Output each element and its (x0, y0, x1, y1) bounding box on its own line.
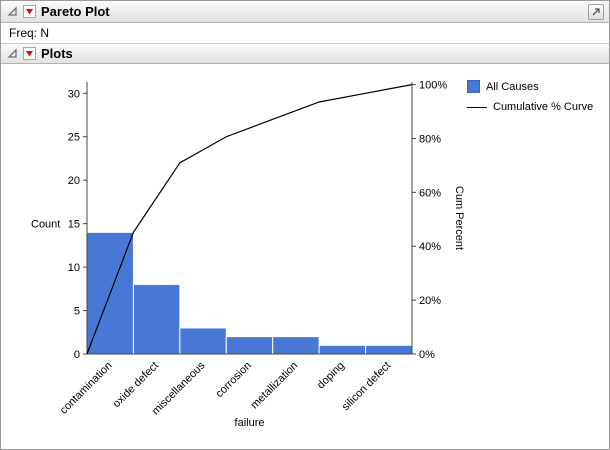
svg-text:metallization: metallization (249, 360, 301, 412)
svg-text:20%: 20% (419, 295, 441, 307)
red-triangle-menu-icon[interactable] (23, 5, 36, 18)
svg-text:10: 10 (68, 262, 80, 274)
svg-text:80%: 80% (419, 133, 441, 145)
svg-text:0%: 0% (419, 349, 435, 361)
svg-text:doping: doping (315, 360, 347, 392)
svg-text:100%: 100% (419, 80, 447, 92)
svg-text:oxide defect: oxide defect (111, 360, 161, 410)
undock-arrow-icon (592, 8, 600, 16)
svg-text:15: 15 (68, 219, 80, 231)
svg-text:contamination: contamination (58, 360, 115, 417)
legend-line-swatch-icon (467, 106, 487, 108)
legend-item-all-causes[interactable]: All Causes (467, 80, 593, 93)
svg-text:25: 25 (68, 132, 80, 144)
svg-text:60%: 60% (419, 187, 441, 199)
svg-text:Count: Count (31, 219, 60, 231)
legend-item-cumulative-curve[interactable]: Cumulative % Curve (467, 101, 593, 113)
svg-text:40%: 40% (419, 241, 441, 253)
svg-text:silicon defect: silicon defect (340, 360, 393, 413)
plots-section-title: Plots (41, 46, 73, 61)
svg-text:failure: failure (235, 417, 265, 429)
svg-text:30: 30 (68, 88, 80, 100)
svg-text:corrosion: corrosion (213, 360, 253, 400)
report-title: Pareto Plot (41, 4, 110, 19)
legend: All Causes Cumulative % Curve (467, 80, 593, 121)
chart-panel: 0 5 10 15 20 25 30 0% 20% 40% 60% 80% 100% contaminat… (1, 64, 609, 450)
disclosure-open-icon[interactable] (7, 48, 18, 59)
plots-header: Plots (1, 43, 609, 64)
disclosure-open-icon[interactable] (7, 6, 18, 17)
legend-label-cumulative-curve: Cumulative % Curve (493, 101, 594, 113)
pareto-chart[interactable]: 0 5 10 15 20 25 30 0% 20% 40% 60% 80% 100% contaminat… (27, 70, 487, 450)
freq-label: Freq: N (1, 23, 609, 43)
pareto-plot-header: Pareto Plot (1, 1, 609, 23)
legend-bar-swatch-icon (467, 80, 480, 93)
svg-text:0: 0 (74, 349, 80, 361)
svg-text:Cum Percent: Cum Percent (453, 186, 465, 250)
legend-label-all-causes: All Causes (486, 80, 539, 93)
svg-text:5: 5 (74, 306, 80, 318)
red-triangle-menu-icon[interactable] (23, 47, 36, 60)
svg-text:20: 20 (68, 175, 80, 187)
window-corner-button[interactable] (588, 4, 604, 20)
